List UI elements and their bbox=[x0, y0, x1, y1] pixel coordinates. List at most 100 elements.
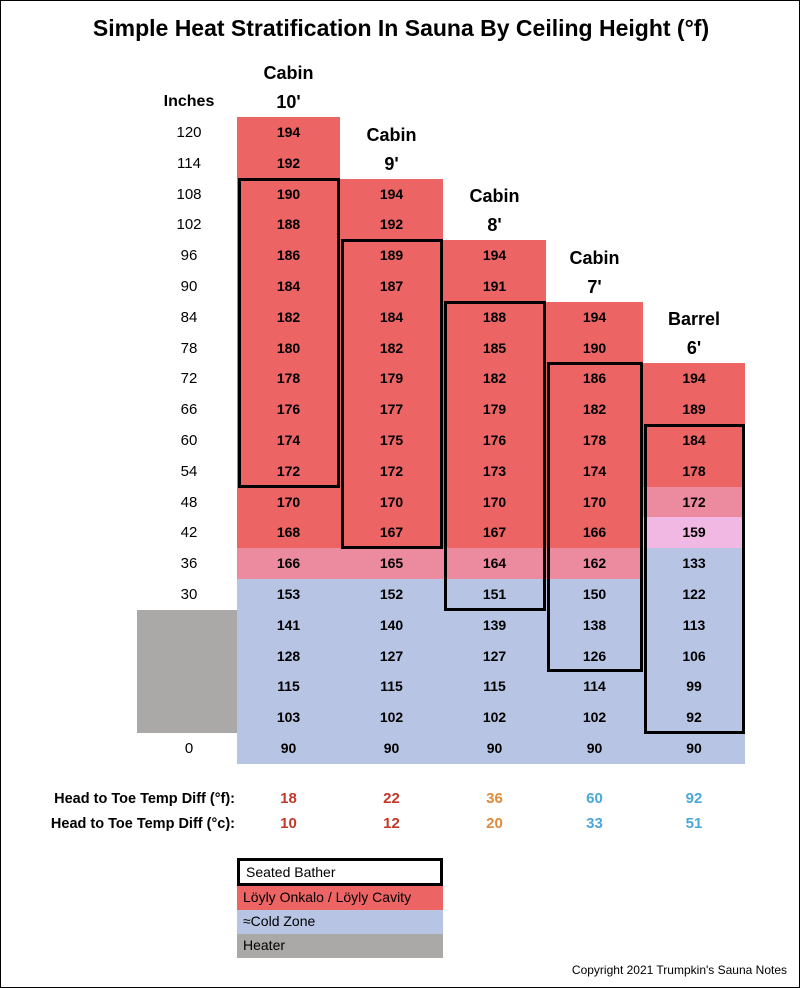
copyright: Copyright 2021 Trumpkin's Sauna Notes bbox=[571, 963, 787, 977]
inch-label: 120 bbox=[176, 124, 202, 141]
temperature-cell: 115 bbox=[340, 671, 443, 703]
inch-label: 78 bbox=[180, 339, 198, 357]
temperature-cell: 194 bbox=[546, 301, 643, 333]
inch-label: 102 bbox=[176, 216, 202, 234]
temperature-cell: 184 bbox=[340, 301, 443, 333]
column-header-height: 7' bbox=[587, 276, 602, 297]
heater-block bbox=[137, 609, 237, 733]
temperature-cell: 164 bbox=[443, 548, 546, 580]
seated-bather-box bbox=[341, 239, 443, 550]
temperature-cell: 170 bbox=[340, 486, 443, 518]
temperature-cell: 102 bbox=[443, 702, 546, 734]
diff-f-value: 18 bbox=[280, 790, 297, 807]
temperature-cell: 170 bbox=[237, 486, 340, 518]
temperature-cell: 102 bbox=[340, 702, 443, 734]
temperature-cell: 192 bbox=[237, 147, 340, 179]
inch-label: 114 bbox=[177, 154, 201, 172]
temperature-cell: 174 bbox=[237, 425, 340, 456]
temperature-cell: 188 bbox=[237, 209, 340, 241]
inch-label: 0 bbox=[184, 740, 194, 757]
temperature-cell: 90 bbox=[643, 733, 745, 764]
temperature-cell: 194 bbox=[237, 117, 340, 148]
inch-label: 30 bbox=[180, 586, 198, 603]
temperature-cell: 127 bbox=[443, 640, 546, 672]
column-header-type: Cabin bbox=[366, 124, 417, 145]
legend-loyly: Löyly Onkalo / Löyly Cavity bbox=[237, 886, 443, 910]
temperature-cell: 188 bbox=[443, 301, 546, 333]
temperature-cell: 99 bbox=[643, 671, 745, 703]
temperature-cell: 191 bbox=[443, 271, 546, 302]
diff-c-value: 20 bbox=[486, 815, 503, 832]
temperature-cell: 103 bbox=[237, 702, 340, 734]
legend-cold-label: ≈Cold Zone bbox=[243, 913, 316, 929]
temperature-cell: 175 bbox=[340, 425, 443, 456]
temperature-cell: 162 bbox=[546, 548, 643, 580]
column-header-type: Cabin bbox=[263, 63, 314, 83]
temperature-cell: 190 bbox=[546, 332, 643, 364]
temperature-cell: 177 bbox=[340, 394, 443, 426]
legend-seated-bather: Seated Bather bbox=[237, 858, 443, 886]
temperature-cell: 184 bbox=[643, 425, 745, 456]
temperature-cell: 102 bbox=[546, 702, 643, 734]
temperature-cell: 166 bbox=[546, 517, 643, 549]
diff-c-label: Head to Toe Temp Diff (°c): bbox=[50, 816, 235, 832]
temperature-cell: 187 bbox=[340, 271, 443, 302]
legend-heater-label: Heater bbox=[243, 937, 286, 953]
inches-header: Inches bbox=[163, 93, 215, 110]
temperature-cell: 180 bbox=[237, 332, 340, 364]
inch-label: 36 bbox=[180, 555, 198, 573]
temperature-cell: 189 bbox=[643, 394, 745, 426]
temperature-cell: 176 bbox=[443, 425, 546, 456]
temperature-cell: 186 bbox=[546, 363, 643, 395]
column-header-type: Cabin bbox=[569, 247, 620, 268]
temperature-cell: 189 bbox=[340, 240, 443, 272]
inch-label: 66 bbox=[180, 401, 198, 419]
seated-bather-box bbox=[238, 177, 340, 488]
temperature-cell: 115 bbox=[443, 671, 546, 703]
diff-c-value: 10 bbox=[280, 815, 297, 832]
chart-title: Simple Heat Stratification In Sauna By C… bbox=[92, 15, 710, 41]
inch-label: 108 bbox=[176, 185, 202, 203]
temperature-cell: 182 bbox=[340, 332, 443, 364]
inch-label: 72 bbox=[180, 370, 198, 388]
temperature-cell: 140 bbox=[340, 609, 443, 641]
diff-c-value: 33 bbox=[586, 815, 603, 832]
temperature-cell: 126 bbox=[546, 640, 643, 672]
inch-label: 54 bbox=[180, 462, 198, 480]
temperature-cell: 167 bbox=[443, 517, 546, 549]
column-header-type: Barrel bbox=[667, 309, 721, 330]
temperature-cell: 90 bbox=[546, 733, 643, 764]
temperature-cell: 172 bbox=[340, 455, 443, 487]
temperature-cell: 178 bbox=[237, 363, 340, 395]
temperature-cell: 139 bbox=[443, 609, 546, 641]
inch-label: 84 bbox=[180, 308, 198, 326]
temperature-cell: 166 bbox=[237, 548, 340, 580]
diff-f-value: 92 bbox=[685, 790, 703, 807]
column-header-type: Cabin bbox=[469, 186, 520, 207]
temperature-cell: 182 bbox=[443, 363, 546, 395]
seated-bather-box bbox=[444, 300, 546, 611]
temperature-cell: 90 bbox=[340, 733, 443, 764]
temperature-cell: 170 bbox=[443, 486, 546, 518]
temperature-cell: 184 bbox=[237, 271, 340, 302]
temperature-cell: 186 bbox=[237, 240, 340, 272]
temperature-cell: 127 bbox=[340, 640, 443, 672]
temperature-cell: 138 bbox=[546, 609, 643, 641]
temperature-cell: 141 bbox=[237, 609, 340, 641]
temperature-cell: 150 bbox=[546, 579, 643, 610]
temperature-cell: 106 bbox=[643, 640, 745, 672]
diff-c-value: 51 bbox=[685, 815, 703, 832]
inch-label: 90 bbox=[180, 278, 198, 295]
temperature-cell: 190 bbox=[237, 178, 340, 210]
temperature-cell: 133 bbox=[643, 548, 745, 580]
seated-bather-box bbox=[547, 362, 643, 673]
legend-cold-zone: ≈Cold Zone bbox=[237, 910, 443, 934]
temperature-cell: 168 bbox=[237, 517, 340, 549]
temperature-cell: 122 bbox=[643, 579, 745, 610]
column-header-height: 9' bbox=[384, 153, 399, 174]
diff-f-value: 60 bbox=[586, 790, 603, 807]
inch-label: 60 bbox=[180, 432, 198, 449]
temperature-cell: 182 bbox=[237, 301, 340, 333]
temperature-cell: 113 bbox=[643, 609, 745, 641]
